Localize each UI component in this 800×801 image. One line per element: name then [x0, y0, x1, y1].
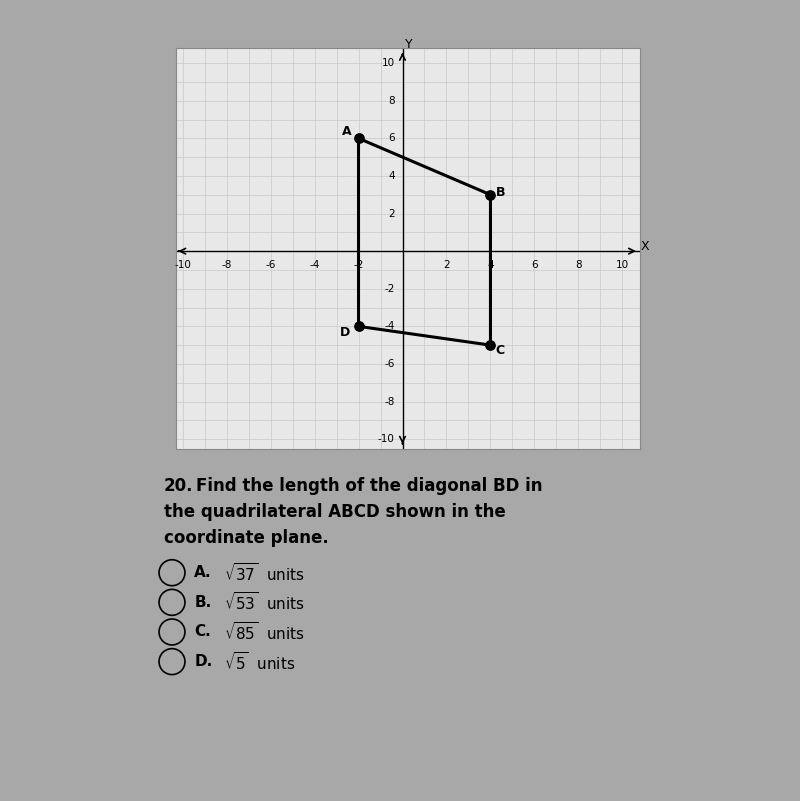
Point: [484, 339, 497, 352]
Text: -6: -6: [385, 359, 395, 369]
Text: -2: -2: [354, 260, 364, 270]
Text: 10: 10: [382, 58, 395, 68]
Text: -8: -8: [385, 396, 395, 407]
Text: 6: 6: [388, 133, 395, 143]
Point: [484, 188, 497, 201]
Text: D.: D.: [194, 654, 213, 669]
Text: A: A: [342, 125, 351, 139]
Text: 8: 8: [575, 260, 582, 270]
Text: $\sqrt{37}$  units: $\sqrt{37}$ units: [224, 562, 305, 584]
Text: 2: 2: [443, 260, 450, 270]
Text: C.: C.: [194, 625, 211, 639]
Text: -4: -4: [385, 321, 395, 332]
Text: $\sqrt{5}$  units: $\sqrt{5}$ units: [224, 650, 295, 673]
Text: 8: 8: [388, 95, 395, 106]
Text: $\sqrt{53}$  units: $\sqrt{53}$ units: [224, 591, 305, 614]
Text: 20.: 20.: [164, 477, 194, 494]
Text: -2: -2: [385, 284, 395, 294]
Text: $\sqrt{85}$  units: $\sqrt{85}$ units: [224, 621, 305, 643]
Point: [352, 132, 365, 145]
Text: B.: B.: [194, 595, 212, 610]
Text: the quadrilateral ABCD shown in the: the quadrilateral ABCD shown in the: [164, 503, 506, 521]
Point: [352, 320, 365, 332]
Text: 6: 6: [531, 260, 538, 270]
Text: -6: -6: [266, 260, 276, 270]
Text: -10: -10: [174, 260, 191, 270]
Text: D: D: [340, 327, 350, 340]
Text: 2: 2: [388, 208, 395, 219]
Text: -10: -10: [378, 434, 395, 445]
Text: B: B: [496, 187, 505, 199]
Text: Find the length of the diagonal BD in: Find the length of the diagonal BD in: [196, 477, 542, 494]
Text: 10: 10: [616, 260, 629, 270]
Text: Y: Y: [406, 38, 413, 51]
Text: A.: A.: [194, 566, 212, 580]
Text: -8: -8: [222, 260, 232, 270]
Text: coordinate plane.: coordinate plane.: [164, 529, 329, 547]
Text: X: X: [641, 240, 650, 253]
Text: -4: -4: [310, 260, 320, 270]
Text: 4: 4: [388, 171, 395, 181]
Text: C: C: [496, 344, 505, 357]
Text: 4: 4: [487, 260, 494, 270]
